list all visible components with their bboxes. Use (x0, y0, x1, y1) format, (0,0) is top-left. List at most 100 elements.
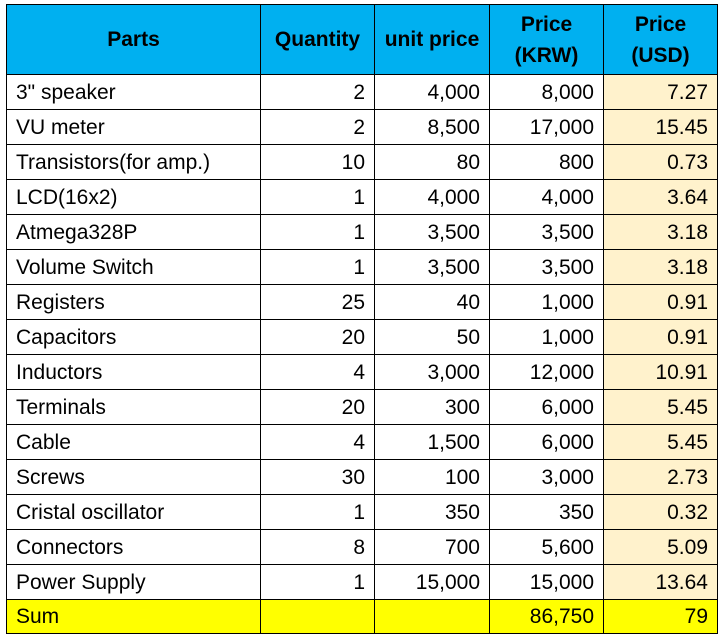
cell-price-krw: 8,000 (489, 74, 604, 110)
table-row: Power Supply 1 15,000 15,000 13.64 (6, 564, 718, 600)
header-price-usd-line2: (USD) (631, 43, 690, 67)
header-price-krw: Price (KRW) (489, 4, 604, 75)
cell-price-usd: 0.91 (603, 284, 718, 320)
cell-part: Inductors (6, 354, 261, 390)
table-row: Inductors 4 3,000 12,000 10.91 (6, 354, 718, 390)
cell-price-usd: 2.73 (603, 459, 718, 495)
cell-price-krw: 6,000 (489, 424, 604, 460)
table-row: Screws 30 100 3,000 2.73 (6, 459, 718, 495)
cell-part: Connectors (6, 529, 261, 565)
cell-price-usd: 0.32 (603, 494, 718, 530)
cell-unit-price: 15,000 (374, 564, 490, 600)
parts-cost-table: Parts Quantity unit price Price (KRW) Pr… (6, 4, 718, 634)
header-unit-price: unit price (374, 4, 490, 75)
cell-quantity: 4 (260, 354, 375, 390)
table-row: VU meter 2 8,500 17,000 15.45 (6, 109, 718, 145)
cell-quantity: 20 (260, 389, 375, 425)
cell-part: Transistors(for amp.) (6, 144, 261, 180)
cell-price-krw: 350 (489, 494, 604, 530)
table-row: Terminals 20 300 6,000 5.45 (6, 389, 718, 425)
cell-part: Screws (6, 459, 261, 495)
sum-qty-cell (260, 599, 375, 634)
table-row: 3" speaker 2 4,000 8,000 7.27 (6, 74, 718, 110)
cell-quantity: 2 (260, 109, 375, 145)
sum-row: Sum 86,750 79 (6, 599, 718, 634)
cell-price-krw: 12,000 (489, 354, 604, 390)
cell-part: Cristal oscillator (6, 494, 261, 530)
cell-unit-price: 100 (374, 459, 490, 495)
table-row: Cristal oscillator 1 350 350 0.32 (6, 494, 718, 530)
cell-unit-price: 3,500 (374, 249, 490, 285)
cell-price-usd: 13.64 (603, 564, 718, 600)
cell-unit-price: 8,500 (374, 109, 490, 145)
cell-price-krw: 4,000 (489, 179, 604, 215)
cell-unit-price: 350 (374, 494, 490, 530)
cell-part: VU meter (6, 109, 261, 145)
cell-unit-price: 300 (374, 389, 490, 425)
header-price-krw-line2: (KRW) (514, 43, 579, 67)
cell-unit-price: 50 (374, 319, 490, 355)
table-body: 3" speaker 2 4,000 8,000 7.27 VU meter 2 8,500 1… (6, 74, 718, 600)
cell-part: Registers (6, 284, 261, 320)
header-quantity: Quantity (260, 4, 375, 75)
cell-price-krw: 6,000 (489, 389, 604, 425)
cell-price-usd: 3.18 (603, 214, 718, 250)
cell-part: LCD(16x2) (6, 179, 261, 215)
table-header: Parts Quantity unit price Price (KRW) Pr… (6, 4, 718, 75)
cell-price-krw: 15,000 (489, 564, 604, 600)
table-row: Registers 25 40 1,000 0.91 (6, 284, 718, 320)
cell-quantity: 30 (260, 459, 375, 495)
table-footer: Sum 86,750 79 (6, 599, 718, 634)
cell-unit-price: 4,000 (374, 179, 490, 215)
cell-part: 3" speaker (6, 74, 261, 110)
cell-part: Power Supply (6, 564, 261, 600)
cell-part: Atmega328P (6, 214, 261, 250)
cell-price-usd: 0.91 (603, 319, 718, 355)
cell-quantity: 2 (260, 74, 375, 110)
cell-unit-price: 1,500 (374, 424, 490, 460)
cell-price-krw: 1,000 (489, 284, 604, 320)
cell-part: Terminals (6, 389, 261, 425)
cell-price-krw: 5,600 (489, 529, 604, 565)
cell-price-usd: 5.45 (603, 424, 718, 460)
cell-price-usd: 5.45 (603, 389, 718, 425)
cell-price-krw: 17,000 (489, 109, 604, 145)
cell-unit-price: 700 (374, 529, 490, 565)
cell-price-usd: 3.64 (603, 179, 718, 215)
header-row: Parts Quantity unit price Price (KRW) Pr… (6, 4, 718, 75)
table-row: Connectors 8 700 5,600 5.09 (6, 529, 718, 565)
table-row: Cable 4 1,500 6,000 5.45 (6, 424, 718, 460)
cell-quantity: 1 (260, 249, 375, 285)
cell-quantity: 1 (260, 214, 375, 250)
cell-quantity: 8 (260, 529, 375, 565)
cell-price-usd: 10.91 (603, 354, 718, 390)
sum-krw: 86,750 (489, 599, 604, 634)
header-price-usd: Price (USD) (603, 4, 718, 75)
sum-label: Sum (6, 599, 261, 634)
sum-unit-cell (374, 599, 490, 634)
table-row: Capacitors 20 50 1,000 0.91 (6, 319, 718, 355)
cell-quantity: 1 (260, 494, 375, 530)
cell-price-usd: 0.73 (603, 144, 718, 180)
cell-unit-price: 80 (374, 144, 490, 180)
cell-quantity: 10 (260, 144, 375, 180)
cell-price-usd: 3.18 (603, 249, 718, 285)
cell-price-krw: 3,500 (489, 249, 604, 285)
cell-unit-price: 4,000 (374, 74, 490, 110)
table-row: Atmega328P 1 3,500 3,500 3.18 (6, 214, 718, 250)
cell-quantity: 1 (260, 564, 375, 600)
cell-part: Cable (6, 424, 261, 460)
cell-unit-price: 3,500 (374, 214, 490, 250)
cell-price-krw: 3,000 (489, 459, 604, 495)
header-parts: Parts (6, 4, 261, 75)
cell-price-krw: 1,000 (489, 319, 604, 355)
cell-price-krw: 800 (489, 144, 604, 180)
cell-unit-price: 3,000 (374, 354, 490, 390)
table-row: Volume Switch 1 3,500 3,500 3.18 (6, 249, 718, 285)
cell-quantity: 1 (260, 179, 375, 215)
cell-part: Capacitors (6, 319, 261, 355)
table-row: LCD(16x2) 1 4,000 4,000 3.64 (6, 179, 718, 215)
cell-quantity: 4 (260, 424, 375, 460)
cell-quantity: 20 (260, 319, 375, 355)
cell-price-usd: 7.27 (603, 74, 718, 110)
